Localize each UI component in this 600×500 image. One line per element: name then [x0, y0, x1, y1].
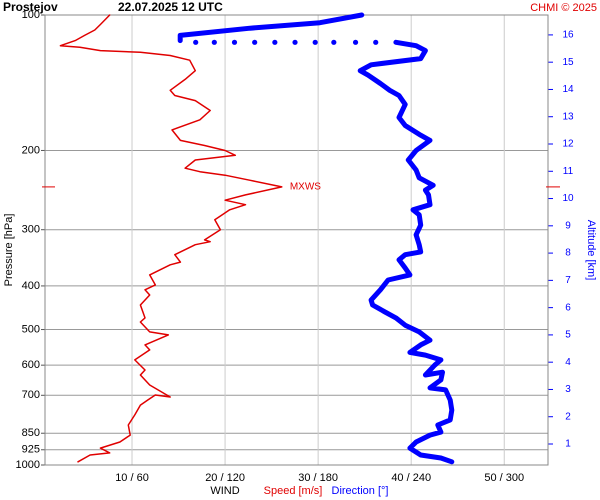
- y2-tick-label: 13: [562, 111, 574, 122]
- y-axis-label: Pressure [hPa]: [3, 214, 15, 287]
- y-tick-label: 300: [22, 224, 40, 236]
- annotation: MXWS: [290, 182, 321, 193]
- direction-dot: [211, 39, 217, 45]
- y2-tick-label: 7: [565, 275, 571, 286]
- y2-tick-label: 12: [562, 139, 574, 150]
- y-tick-label: 200: [22, 144, 40, 156]
- plot-frame: [44, 14, 549, 466]
- y2-tick-label: 4: [565, 357, 571, 368]
- x-tick-label: 30 / 180: [298, 472, 338, 484]
- x-tick-label: 50 / 300: [484, 472, 524, 484]
- direction-dot: [272, 39, 278, 45]
- x-axis-label: WIND: [210, 485, 239, 497]
- y2-tick-label: 2: [565, 411, 571, 422]
- x-tick-label: 10 / 60: [115, 472, 149, 484]
- y2-tick-label: 3: [565, 384, 571, 395]
- direction-dot: [373, 39, 379, 45]
- y-tick-label: 850: [22, 427, 40, 439]
- direction-dot: [312, 39, 318, 45]
- y2-tick-label: 9: [565, 220, 571, 231]
- direction-dot: [252, 39, 258, 45]
- x-tick-label: 40 / 240: [391, 472, 431, 484]
- chart-title: Prostejov: [3, 0, 58, 14]
- y-tick-label: 925: [22, 444, 40, 456]
- y-tick-label: 700: [22, 389, 40, 401]
- direction-dot: [331, 39, 337, 45]
- y2-tick-label: 10: [562, 193, 574, 204]
- x-tick-label: 20 / 120: [205, 472, 245, 484]
- y2-tick-label: 11: [563, 166, 574, 177]
- credit: CHMI © 2025: [530, 2, 597, 14]
- y2-tick-label: 16: [562, 30, 574, 41]
- y-tick-label: 400: [22, 280, 40, 292]
- y2-tick-label: 1: [565, 439, 571, 450]
- direction-line: [177, 12, 365, 44]
- legend-direction: Direction [°]: [332, 485, 389, 497]
- y-tick-label: 500: [22, 323, 40, 335]
- y-tick-label: 100: [22, 9, 40, 21]
- chart-subtitle: 22.07.2025 12 UTC: [118, 0, 223, 14]
- y2-axis-label: Altitude [km]: [585, 220, 597, 281]
- y2-tick-label: 14: [562, 84, 574, 95]
- direction-line: [357, 39, 455, 465]
- y-tick-label: 1000: [16, 459, 40, 471]
- y2-tick-label: 15: [562, 57, 574, 68]
- y2-tick-label: 5: [565, 330, 571, 341]
- speed-line: [59, 14, 283, 463]
- direction-dot: [292, 39, 298, 45]
- direction-dot: [352, 39, 359, 45]
- y-tick-label: 600: [22, 359, 40, 371]
- legend-speed: Speed [m/s]: [264, 485, 323, 497]
- direction-dot: [231, 39, 238, 45]
- y2-tick-label: 6: [565, 302, 571, 313]
- y2-tick-label: 8: [565, 248, 571, 259]
- direction-dot: [193, 39, 199, 45]
